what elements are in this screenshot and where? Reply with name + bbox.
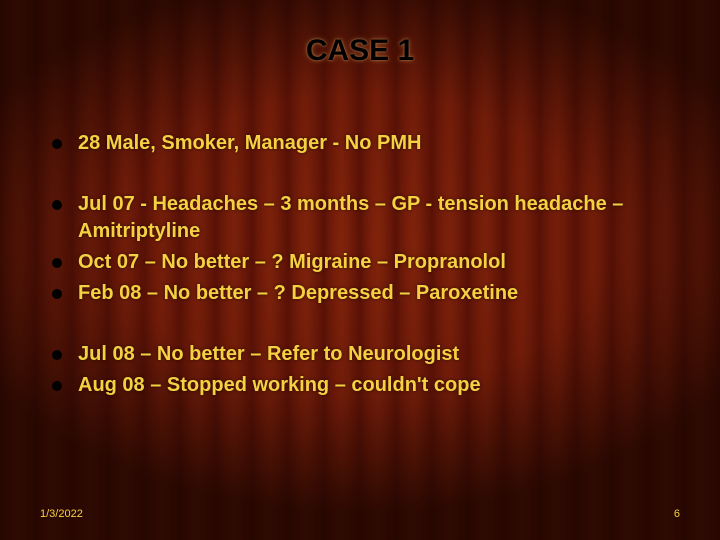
bullet-icon <box>52 258 62 268</box>
bullet-icon <box>52 139 62 149</box>
bullet-text: Jul 07 - Headaches – 3 months – GP - ten… <box>78 191 680 245</box>
bullet-group: Jul 07 - Headaches – 3 months – GP - ten… <box>52 191 680 307</box>
slide-content: 28 Male, Smoker, Manager - No PMH Jul 07… <box>52 130 680 433</box>
slide-title: CASE 1 <box>0 34 720 68</box>
bullet-text: Aug 08 – Stopped working – couldn't cope <box>78 372 481 399</box>
footer-date: 1/3/2022 <box>40 508 83 520</box>
bullet-text: 28 Male, Smoker, Manager - No PMH <box>78 130 421 157</box>
bullet-icon <box>52 200 62 210</box>
list-item: Oct 07 – No better – ? Migraine – Propra… <box>52 249 680 276</box>
list-item: Aug 08 – Stopped working – couldn't cope <box>52 372 680 399</box>
list-item: 28 Male, Smoker, Manager - No PMH <box>52 130 680 157</box>
bullet-text: Feb 08 – No better – ? Depressed – Parox… <box>78 280 518 307</box>
bullet-text: Oct 07 – No better – ? Migraine – Propra… <box>78 249 506 276</box>
slide-number: 6 <box>674 508 680 520</box>
bullet-text: Jul 08 – No better – Refer to Neurologis… <box>78 341 459 368</box>
bullet-icon <box>52 350 62 360</box>
bullet-group: Jul 08 – No better – Refer to Neurologis… <box>52 341 680 399</box>
bullet-icon <box>52 289 62 299</box>
slide: CASE 1 28 Male, Smoker, Manager - No PMH… <box>0 0 720 540</box>
list-item: Jul 07 - Headaches – 3 months – GP - ten… <box>52 191 680 245</box>
bullet-group: 28 Male, Smoker, Manager - No PMH <box>52 130 680 157</box>
bullet-icon <box>52 381 62 391</box>
list-item: Feb 08 – No better – ? Depressed – Parox… <box>52 280 680 307</box>
list-item: Jul 08 – No better – Refer to Neurologis… <box>52 341 680 368</box>
